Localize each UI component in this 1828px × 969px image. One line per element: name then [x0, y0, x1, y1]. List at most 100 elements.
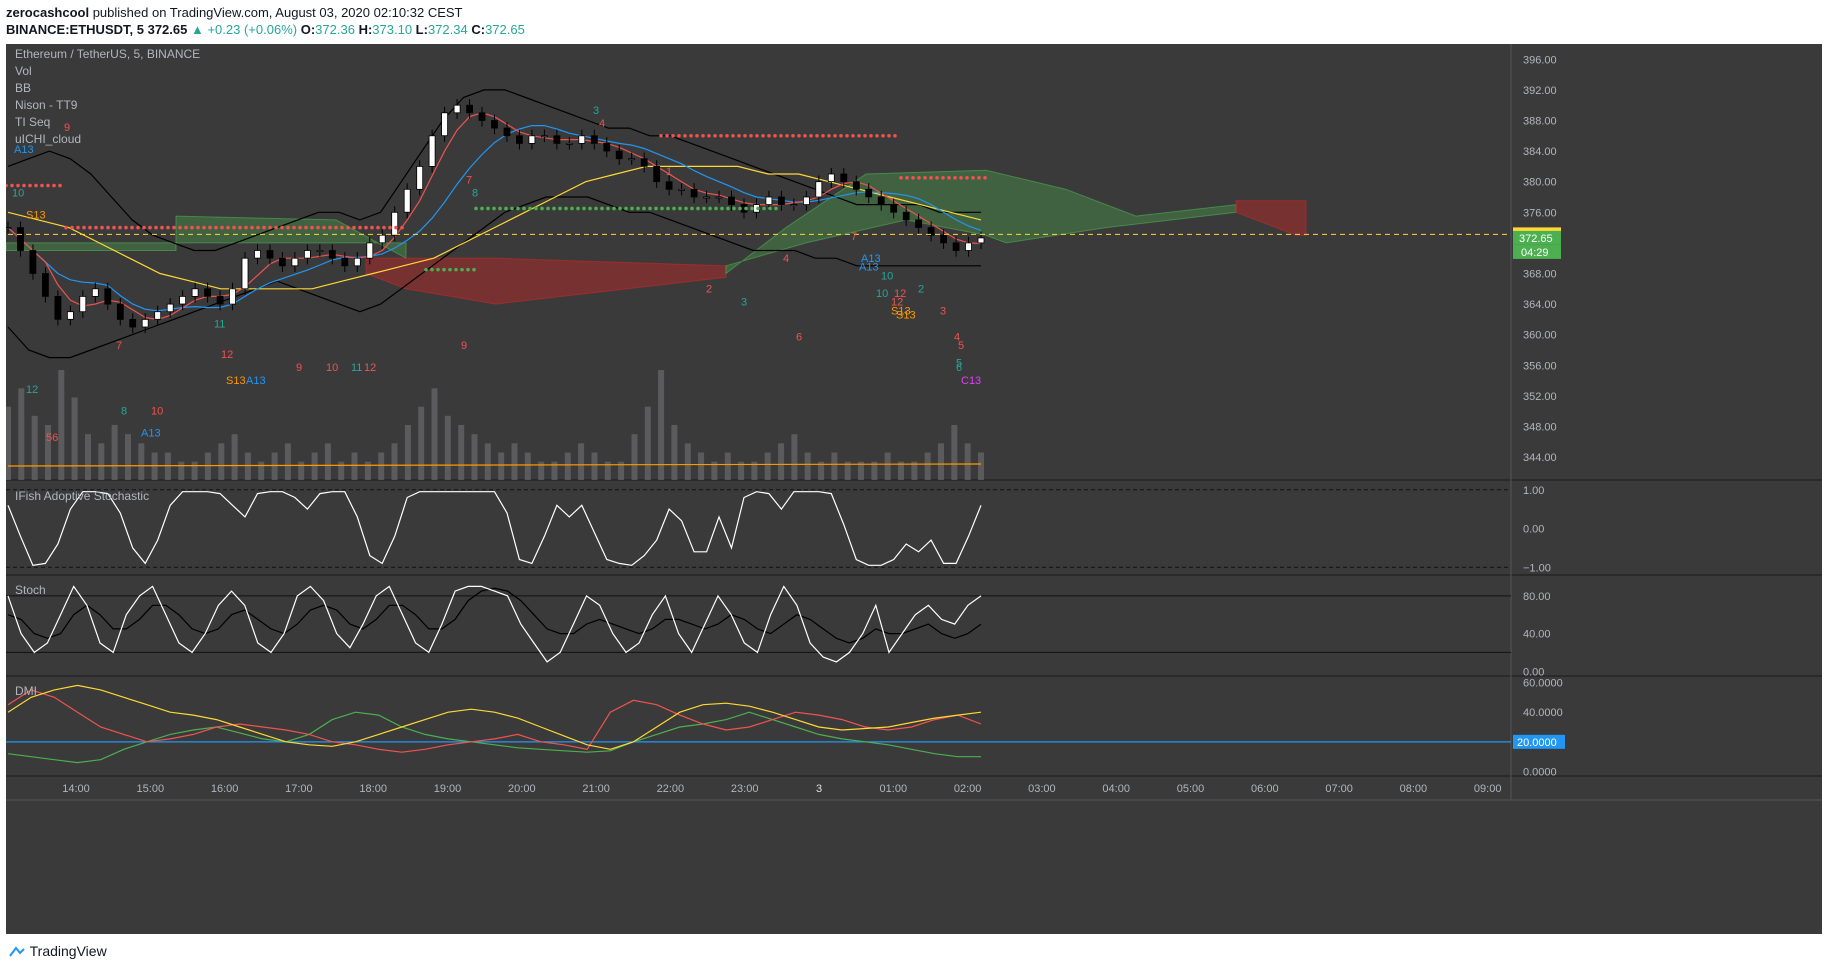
volume-bar — [871, 461, 878, 480]
sequential-count-label: 9 — [461, 340, 467, 352]
sequential-count-label: S13 — [226, 375, 246, 387]
publish-info: zerocashcool published on TradingView.co… — [6, 5, 463, 20]
candle-body — [428, 135, 436, 167]
resistance-dot — [226, 225, 230, 230]
countdown-badge — [1513, 244, 1561, 259]
resistance-dot — [10, 183, 14, 188]
countdown-label: 04:29 — [1521, 247, 1549, 259]
resistance-dot — [34, 183, 38, 188]
resistance-dot — [815, 133, 819, 138]
publish-text: published on TradingView.com, August 03,… — [89, 5, 463, 20]
ifish-label[interactable]: IFish Adoptive Stochastic — [15, 489, 150, 503]
candle-body — [17, 227, 24, 251]
sequential-count-label: 8 — [472, 188, 478, 200]
candle-body — [565, 143, 573, 145]
tradingview-logo[interactable]: TradingView — [8, 943, 107, 959]
volume-bar — [111, 425, 118, 480]
sequential-count-label: 1 — [666, 166, 672, 178]
support-dot — [454, 267, 458, 272]
resistance-dot — [977, 176, 981, 180]
support-dot — [442, 267, 446, 272]
volume-bar — [431, 388, 438, 480]
resistance-dot — [917, 176, 921, 180]
resistance-dot — [707, 133, 711, 138]
support-dot — [666, 206, 670, 211]
candle-body — [478, 112, 486, 121]
open-value: 372.36 — [315, 22, 355, 37]
volume-bar — [671, 425, 678, 480]
resistance-dot — [683, 133, 687, 138]
volume-bar — [31, 415, 38, 480]
high-label: H: — [358, 22, 373, 37]
legend-ichi[interactable]: uICHI_cloud — [15, 132, 82, 146]
sequential-count-label: 12 — [891, 297, 903, 309]
resistance-dot — [6, 183, 8, 188]
volume-bar — [978, 452, 984, 480]
dmi-tick-label: 20.0000 — [1517, 737, 1557, 749]
support-dot — [546, 206, 550, 211]
sequential-count-label: 11 — [214, 318, 225, 330]
author-name[interactable]: zerocashcool — [6, 5, 90, 20]
support-dot — [744, 206, 748, 211]
resistance-dot — [76, 225, 80, 230]
candle-body — [728, 196, 735, 205]
candle-body — [204, 288, 212, 297]
resistance-dot — [388, 225, 392, 230]
support-dot — [472, 267, 476, 272]
resistance-dot — [22, 183, 26, 188]
legend-nison[interactable]: Nison - TT9 — [15, 98, 78, 112]
candle-body — [79, 295, 87, 313]
legend-tiseq[interactable]: TI Seq — [15, 115, 51, 129]
resistance-dot — [863, 133, 867, 138]
resistance-dot — [971, 176, 975, 180]
volume-bar — [538, 461, 545, 480]
volume-bar — [378, 452, 385, 480]
volume-ma-line — [7, 463, 982, 467]
time-tick-label: 04:00 — [1102, 783, 1130, 795]
legend-bb[interactable]: BB — [15, 81, 32, 95]
volume-bar — [818, 461, 825, 480]
resistance-dot — [298, 225, 302, 230]
price-tick-label: 388.00 — [1523, 115, 1557, 127]
resistance-dot — [719, 133, 723, 138]
candle-body — [42, 273, 49, 297]
candle-body — [54, 295, 62, 320]
resistance-dot — [370, 225, 374, 230]
volume-bar — [924, 452, 931, 480]
support-dot — [558, 206, 562, 211]
sequential-count-label: 10 — [876, 288, 888, 300]
candle-body — [515, 135, 523, 144]
stoch-label[interactable]: Stoch — [15, 583, 46, 597]
volume-bar — [844, 461, 851, 480]
legend-vol[interactable]: Vol — [15, 64, 32, 78]
resistance-dot — [112, 225, 116, 230]
sequential-count-label: 9 — [64, 122, 70, 134]
support-dot — [522, 206, 526, 211]
candle-body — [615, 150, 623, 160]
resistance-dot — [935, 176, 939, 180]
candle-body — [466, 104, 474, 114]
candle-body — [578, 135, 586, 144]
resistance-dot — [58, 183, 62, 188]
publish-header: zerocashcool published on TradingView.co… — [0, 0, 1828, 44]
support-dot — [448, 267, 452, 272]
candle-body — [778, 196, 785, 205]
ifish-tick-label: 0.00 — [1523, 524, 1544, 536]
support-dot — [486, 206, 490, 211]
chart-area[interactable]: 396.00 392.00 388.00 384.00 380.00 376.00 368.… — [6, 44, 1822, 934]
chart-svg[interactable]: 396.00392.00388.00384.00380.00376.00368.… — [6, 44, 1822, 934]
sequential-count-label: 9 — [296, 362, 302, 374]
price-tick-label: 376.00 — [1523, 207, 1557, 219]
support-dot — [570, 206, 574, 211]
volume-bar — [458, 425, 465, 480]
candle-body — [341, 257, 349, 267]
dmi-label[interactable]: DMI — [15, 684, 37, 698]
support-dot — [600, 206, 604, 211]
support-dot — [510, 206, 514, 211]
volume-bar — [578, 443, 585, 480]
support-dot — [642, 206, 646, 211]
resistance-dot — [328, 225, 332, 230]
price-tick-label: 356.00 — [1523, 360, 1557, 372]
price-badge — [1513, 230, 1561, 245]
price-tick-label: 344.00 — [1523, 452, 1557, 464]
